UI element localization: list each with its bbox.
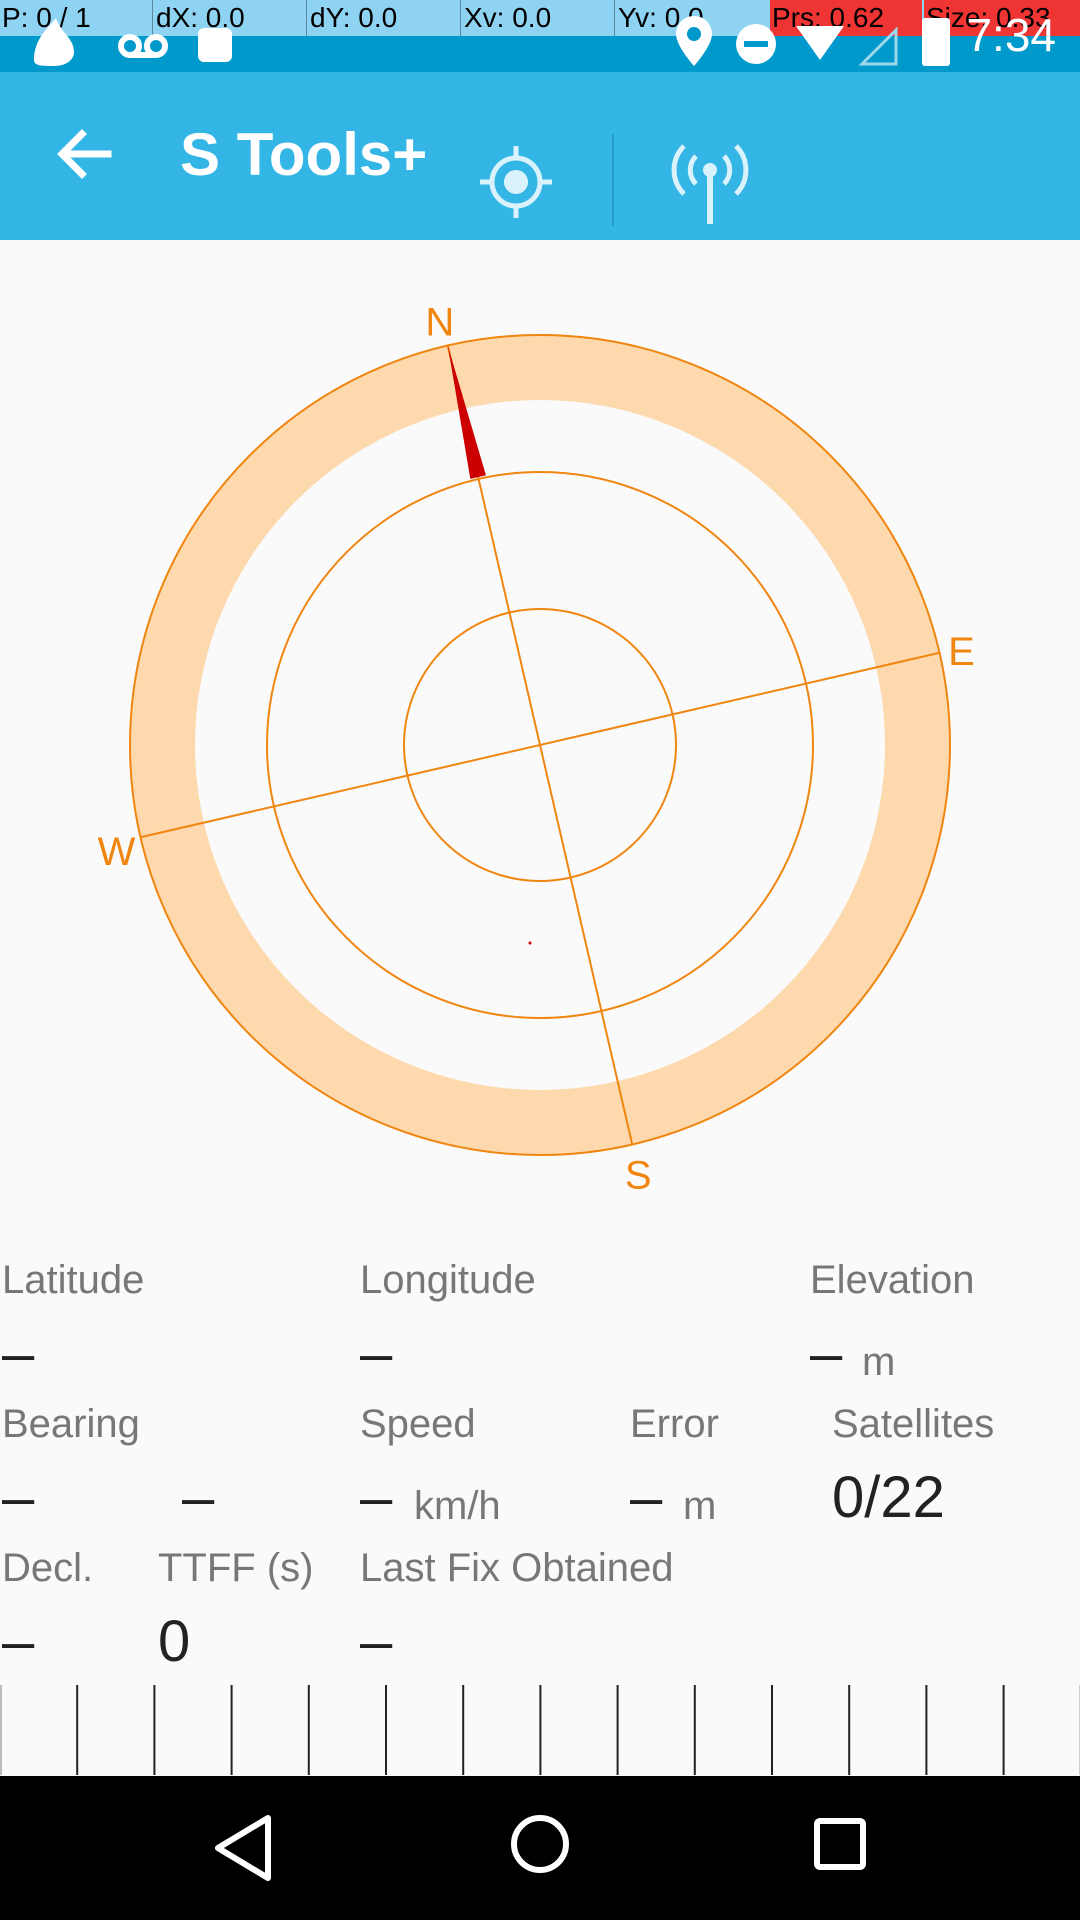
overlay-dx: dX: 0.0 (156, 2, 245, 33)
app-bar-divider (612, 134, 614, 226)
wifi-icon (796, 26, 844, 60)
error-unit: m (683, 1484, 717, 1528)
elevation-label: Elevation (810, 1258, 975, 1302)
back-arrow-icon[interactable] (52, 122, 116, 186)
compass-label-south: S (625, 1153, 652, 1197)
cell-signal-icon (858, 26, 898, 66)
elevation-unit: m (862, 1340, 896, 1384)
compass-label-east: E (948, 630, 975, 674)
ttff-label: TTFF (s) (158, 1546, 314, 1590)
gps-locate-icon[interactable] (476, 142, 556, 222)
elevation-value: – (810, 1321, 843, 1386)
longitude-label: Longitude (360, 1258, 536, 1302)
nav-back-icon[interactable] (210, 1812, 280, 1884)
compass-needle (447, 345, 486, 479)
status-left-icons (34, 18, 232, 66)
android-robot-icon (198, 28, 232, 62)
battery-icon (922, 18, 950, 66)
compass-view: N E S W (98, 301, 975, 1198)
latitude-label: Latitude (2, 1258, 145, 1302)
error-value: – (630, 1465, 663, 1530)
bearing-value-secondary: – (182, 1465, 215, 1530)
status-bar: 7:34 (0, 9, 1080, 72)
voicemail-icon (118, 34, 168, 58)
status-right-icons (676, 16, 950, 66)
overlay-xv: Xv: 0.0 (464, 2, 552, 33)
compass-inner-circle (403, 608, 677, 882)
compass-label-north: N (425, 301, 454, 345)
ttff-value: 0 (158, 1609, 191, 1674)
bearing-value: – (2, 1465, 35, 1530)
error-label: Error (630, 1402, 719, 1446)
satellite-signal-strip (0, 1685, 1080, 1775)
speed-unit: km/h (414, 1484, 501, 1528)
latitude-value: – (2, 1321, 35, 1386)
satellites-label: Satellites (832, 1402, 995, 1446)
notification-app-icon (34, 18, 74, 66)
last-fix-label: Last Fix Obtained (360, 1546, 674, 1590)
satellites-value: 0/22 (832, 1465, 945, 1530)
navigation-bar (0, 1776, 1080, 1920)
status-time: 7:34 (966, 9, 1056, 61)
longitude-value: – (360, 1321, 393, 1386)
compass-east-west-axis (140, 651, 940, 839)
compass-outer-circle (129, 334, 951, 1156)
position-dot (528, 941, 532, 945)
antenna-signal-icon[interactable] (670, 138, 750, 226)
last-fix-value: – (360, 1609, 393, 1674)
do-not-disturb-icon (736, 24, 776, 64)
overlay-dy: dY: 0.0 (310, 2, 398, 33)
nav-recents-icon[interactable] (812, 1816, 868, 1872)
compass-middle-circle (266, 471, 814, 1019)
nav-home-icon[interactable] (508, 1812, 572, 1876)
speed-label: Speed (360, 1402, 476, 1446)
declination-label: Decl. (2, 1546, 94, 1590)
pointer-location-overlay: P: 0 / 1 dX: 0.0 dY: 0.0 Xv: 0.0 Yv: 0.0… (0, 0, 1080, 36)
compass-label-west: W (98, 830, 136, 874)
bearing-label: Bearing (2, 1402, 140, 1446)
location-pin-icon (676, 16, 712, 66)
overlay-pointer: P: 0 / 1 (2, 2, 91, 33)
app-bar: S Tools+ (0, 72, 1080, 240)
declination-value: – (2, 1609, 35, 1674)
app-title: S Tools+ (180, 121, 428, 188)
speed-value: – (360, 1465, 393, 1530)
